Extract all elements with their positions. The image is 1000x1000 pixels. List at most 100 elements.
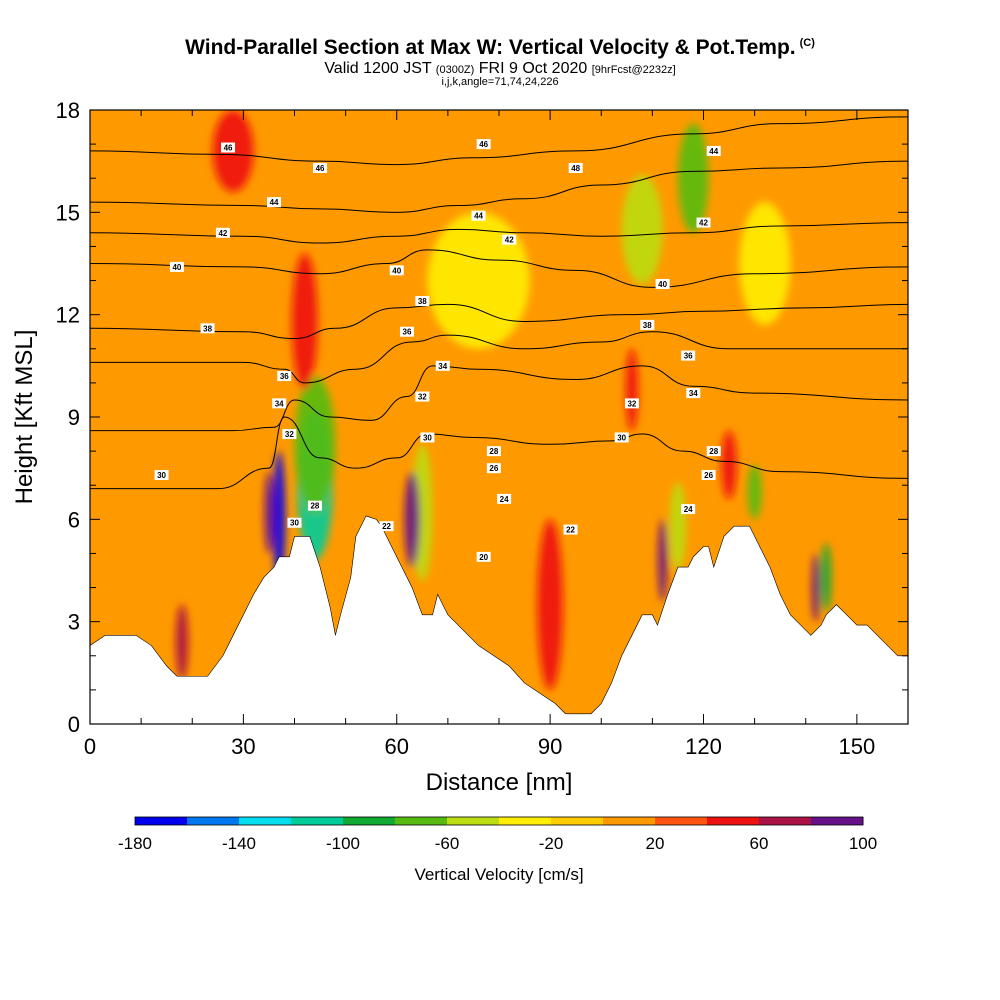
contour-label-text: 48 [571,164,580,173]
contour-label-15: 40 [389,265,404,276]
velocity-cell-15 [175,604,189,680]
contour-label-text: 34 [275,399,284,408]
theta-contour-38 [90,303,908,340]
velocity-cell-9 [821,543,832,612]
colorbar-swatch [239,817,292,825]
colorbar-frame [134,816,864,826]
contour-label-bg [420,432,435,443]
x-tick-label: 120 [685,734,722,759]
contour-label-text: 32 [418,393,427,402]
contour-label-bg [563,524,578,535]
contour-label-bg [640,319,655,330]
colorbar-swatch [603,817,656,825]
contour-label-14: 42 [502,234,517,245]
contour-label-text: 42 [699,219,708,228]
contour-label-text: 46 [224,144,233,153]
contour-label-3: 42 [215,227,230,238]
y-tick-label: 15 [56,200,80,225]
contour-label-bg [267,197,282,208]
contour-label-4: 40 [169,261,184,272]
contour-label-17: 36 [399,326,414,337]
contour-label-bg [221,142,236,153]
colorbar-swatch [135,817,188,825]
contour-label-16: 38 [415,296,430,307]
theta-contour-46 [90,116,908,166]
velocity-cell-4 [427,212,530,349]
contour-label-text: 40 [658,280,667,289]
y-tick-label: 3 [68,610,80,635]
colorbar-label: Vertical Velocity [cm/s] [414,865,583,884]
contour-label-bg [169,261,184,272]
contour-label-text: 36 [403,328,412,337]
y-tick-label: 0 [68,712,80,737]
contour-label-text: 34 [689,389,698,398]
contour-label-27: 48 [568,162,583,173]
contour-label-text: 36 [684,352,693,361]
colorbar-tick-label: -20 [539,834,564,853]
contour-label-bg [389,265,404,276]
theta-contour-36 [90,331,908,384]
contour-label-bg [624,398,639,409]
theta-contour-40 [90,249,908,288]
contour-label-text: 28 [310,502,319,511]
velocity-cell-12 [404,471,420,568]
velocity-cell-2 [294,376,336,513]
theta-contour-34 [90,365,908,432]
contour-label-text: 46 [316,164,325,173]
colorbar-swatch [447,817,500,825]
colorbar-swatch [707,817,760,825]
colorbar: -180 -140 -100 -60 -20 20 60 100 [118,816,877,853]
y-axis-label: Height [Kft MSL] [11,330,38,505]
contour-label-bg [471,210,486,221]
contour-labels: 46 46 44 42 40 38 30 36 34 32 30 28 46 44 42 40 38 36 34 32… [154,139,721,562]
contour-label-text: 40 [392,266,401,275]
colorbar-swatch [655,817,708,825]
contour-label-text: 44 [709,147,718,156]
colorbar-swatch [499,817,552,825]
contour-label-text: 30 [617,433,626,442]
contour-label-text: 24 [684,505,693,514]
contour-label-text: 36 [280,372,289,381]
contour-label-bg [277,371,292,382]
contour-label-13: 44 [471,210,486,221]
contour-label-text: 44 [474,212,483,221]
contour-label-20: 30 [420,432,435,443]
contour-label-bg [435,360,450,371]
contour-label-25: 20 [476,551,491,562]
velocity-cell-11 [264,471,274,554]
contour-label-bg [502,234,517,245]
contour-label-bg [614,432,629,443]
contour-label-10: 30 [287,517,302,528]
contour-label-11: 28 [307,500,322,511]
contour-label-bg [476,139,491,150]
contour-label-30: 40 [655,278,670,289]
velocity-cell-10 [669,481,687,571]
contour-label-bg [706,145,721,156]
contour-label-text: 42 [505,236,514,245]
chart-title: Wind-Parallel Section at Max W: Vertical… [185,36,815,59]
contour-label-23: 24 [497,493,512,504]
contour-label-text: 22 [382,522,391,531]
contour-label-5: 38 [200,323,215,334]
x-tick-label: 30 [231,734,255,759]
contour-label-text: 26 [489,464,498,473]
contour-label-text: 26 [704,471,713,480]
contour-label-24: 22 [379,521,394,532]
contour-label-34: 32 [624,398,639,409]
contour-label-9: 32 [282,429,297,440]
contour-label-bg [307,500,322,511]
contour-label-bg [415,391,430,402]
y-tick-label: 9 [68,405,80,430]
colorbar-swatch [551,817,604,825]
contour-label-18: 34 [435,360,450,371]
contour-label-text: 42 [218,229,227,238]
contour-label-36: 28 [706,446,721,457]
contour-label-bg [568,162,583,173]
contour-label-bg [497,493,512,504]
contour-label-33: 34 [686,388,701,399]
colorbar-tick-label: -140 [222,834,256,853]
plot-area: 46 46 44 42 40 38 30 36 34 32 30 28 46 44 42 40 38 36 34 32… [90,110,908,724]
contour-label-6: 30 [154,469,169,480]
contour-label-bg [681,504,696,515]
